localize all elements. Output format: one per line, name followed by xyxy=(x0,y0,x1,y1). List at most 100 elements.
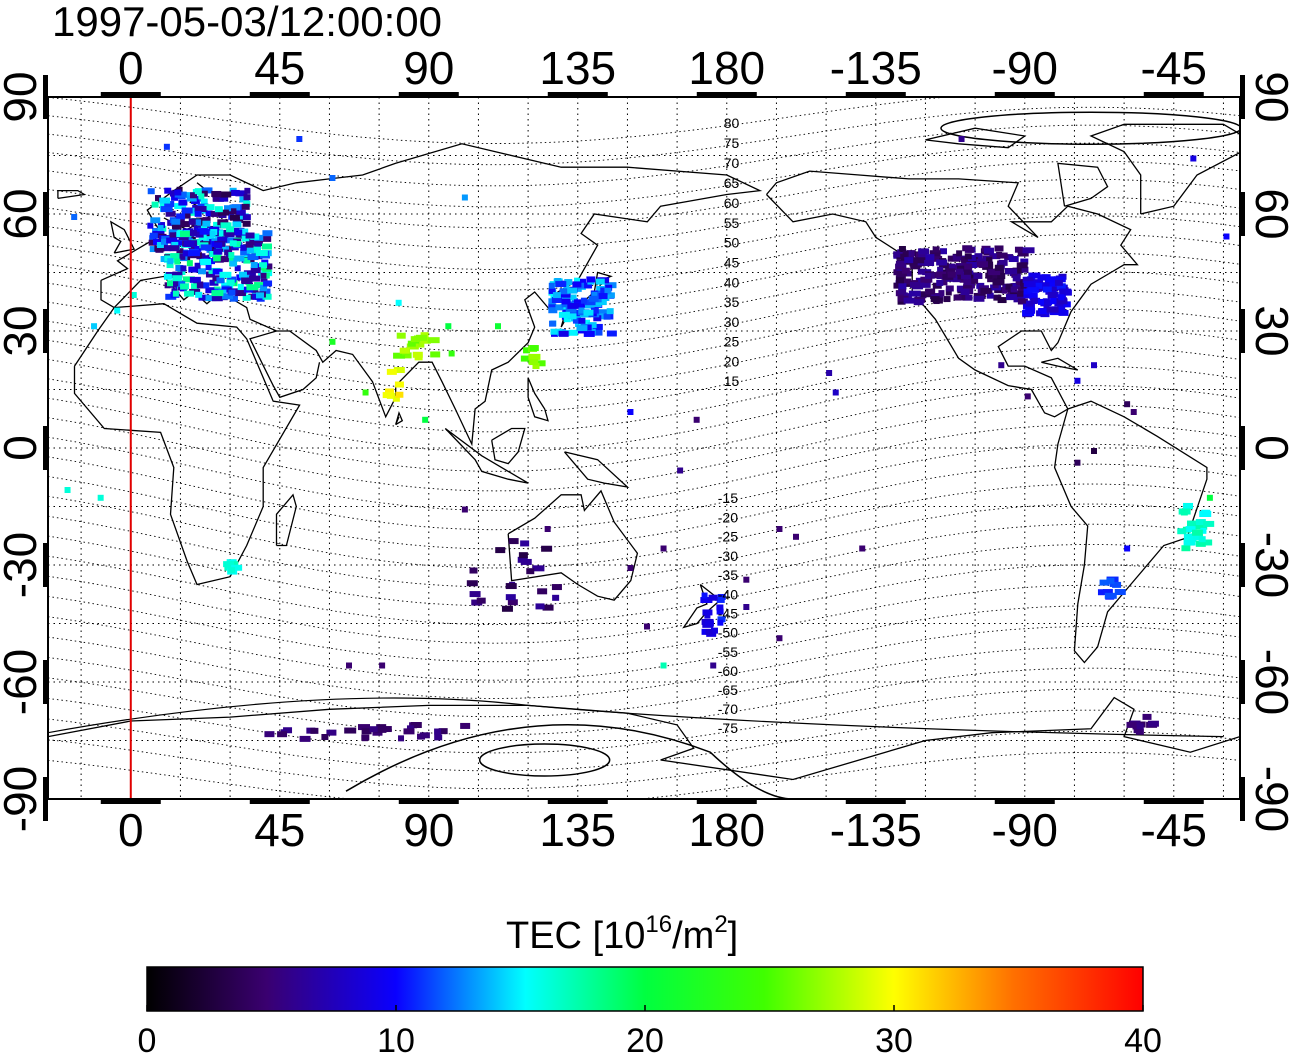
tec-cell xyxy=(1023,292,1031,299)
tec-cell xyxy=(260,275,268,282)
tec-cell xyxy=(469,567,478,574)
tec-cell xyxy=(1147,720,1159,727)
tec-cell xyxy=(929,250,941,257)
tec-cell-isolated xyxy=(1124,401,1131,408)
bottom-tick-mark xyxy=(1143,799,1204,804)
tec-cell xyxy=(166,262,174,269)
contour-label: 55 xyxy=(724,215,740,231)
tec-cell xyxy=(223,561,235,568)
right-tick-label: 0 xyxy=(1246,435,1292,461)
magnetic-contour xyxy=(48,233,1240,312)
tec-cell xyxy=(937,266,944,273)
tec-cell xyxy=(263,280,273,287)
tec-cell xyxy=(214,242,223,249)
tec-cell xyxy=(174,203,187,210)
tec-cell xyxy=(261,243,272,250)
coastline-australia xyxy=(507,489,639,601)
magnetic-contour xyxy=(48,463,1240,550)
tec-cell xyxy=(1018,287,1027,294)
tec-cell xyxy=(241,203,250,210)
tec-cell xyxy=(410,336,421,343)
tec-cell xyxy=(495,547,506,554)
tec-cell xyxy=(220,191,232,198)
tec-cell xyxy=(535,603,545,610)
tec-cell xyxy=(561,298,571,305)
right-tick-mark xyxy=(1240,777,1245,821)
left-tick-mark xyxy=(43,309,48,353)
tec-cell xyxy=(393,367,405,374)
tec-cell xyxy=(395,391,404,398)
tec-cell xyxy=(1049,285,1058,292)
tec-cell xyxy=(980,287,992,294)
tec-cell xyxy=(186,260,193,267)
tec-cell xyxy=(1017,298,1028,305)
colorbar-tick-label: 10 xyxy=(377,1022,415,1057)
tec-cell xyxy=(1104,592,1117,599)
tec-cell xyxy=(559,288,570,295)
tec-cell xyxy=(589,301,602,308)
tec-cell-isolated xyxy=(859,545,866,552)
tec-cell xyxy=(1199,511,1212,518)
tec-cell xyxy=(200,258,212,265)
coastline-philippines xyxy=(527,377,549,422)
tec-cell xyxy=(917,268,927,275)
bottom-tick-label: -45 xyxy=(1141,804,1207,856)
left-tick-mark xyxy=(43,777,48,821)
tec-cell xyxy=(1200,527,1207,534)
tec-cell xyxy=(716,596,725,603)
tec-cell xyxy=(517,556,528,563)
tec-cell-isolated xyxy=(826,370,833,376)
contour-label: -40 xyxy=(718,586,738,602)
tec-cell xyxy=(264,731,275,738)
tec-cell xyxy=(213,248,223,255)
tec-cell xyxy=(218,195,229,202)
tec-cell xyxy=(997,273,1006,280)
tec-cell xyxy=(901,267,910,274)
tec-cell xyxy=(945,285,954,292)
left-tick-mark xyxy=(43,660,48,704)
tec-cell xyxy=(1053,276,1066,283)
tec-cell xyxy=(704,612,711,619)
tec-cell xyxy=(164,201,175,208)
tec-cell-isolated xyxy=(64,487,71,493)
tec-cell xyxy=(993,294,1002,301)
tec-cell xyxy=(518,552,528,559)
magnetic-contour xyxy=(48,483,1240,569)
tec-cell xyxy=(1203,520,1215,527)
tec-cell xyxy=(361,735,368,742)
tec-cell xyxy=(922,281,931,288)
contour-labels: 80 75 70 65 60 55 50 45 40 35 30 25 20 15 -15 -20 -25 -30… xyxy=(718,115,740,736)
tec-cell xyxy=(1010,291,1018,298)
contour-label: -60 xyxy=(718,663,738,679)
right-tick-mark xyxy=(1240,543,1245,587)
tec-cell xyxy=(169,190,178,197)
tec-cell xyxy=(563,316,571,323)
tec-cell xyxy=(909,281,920,288)
right-tick-mark xyxy=(1240,192,1245,236)
tec-cell xyxy=(231,564,243,571)
tec-cell xyxy=(936,279,944,286)
tec-cell xyxy=(178,234,189,241)
tec-cell xyxy=(253,239,263,246)
bottom-tick-label: 135 xyxy=(539,804,616,856)
tec-cell xyxy=(548,307,558,314)
tec-cell xyxy=(1045,276,1055,283)
tec-cell xyxy=(596,309,608,316)
tec-cell xyxy=(558,311,570,318)
contour-label: 45 xyxy=(724,255,740,271)
tec-cell xyxy=(956,285,967,292)
tec-cell-isolated xyxy=(1206,494,1213,501)
tec-data-cells xyxy=(64,136,1230,742)
magnetic-contour xyxy=(48,443,1240,531)
tec-cell xyxy=(382,392,394,399)
tec-cell xyxy=(710,627,718,634)
tec-cell xyxy=(171,222,179,229)
magnetic-latitude-contours xyxy=(48,97,1240,799)
left-tick-label: 60 xyxy=(0,188,46,239)
tec-cell-isolated xyxy=(91,323,98,330)
tec-cell xyxy=(277,731,288,738)
tec-cell xyxy=(578,307,585,314)
tec-cell xyxy=(238,271,247,278)
tec-cell-isolated xyxy=(677,467,684,474)
